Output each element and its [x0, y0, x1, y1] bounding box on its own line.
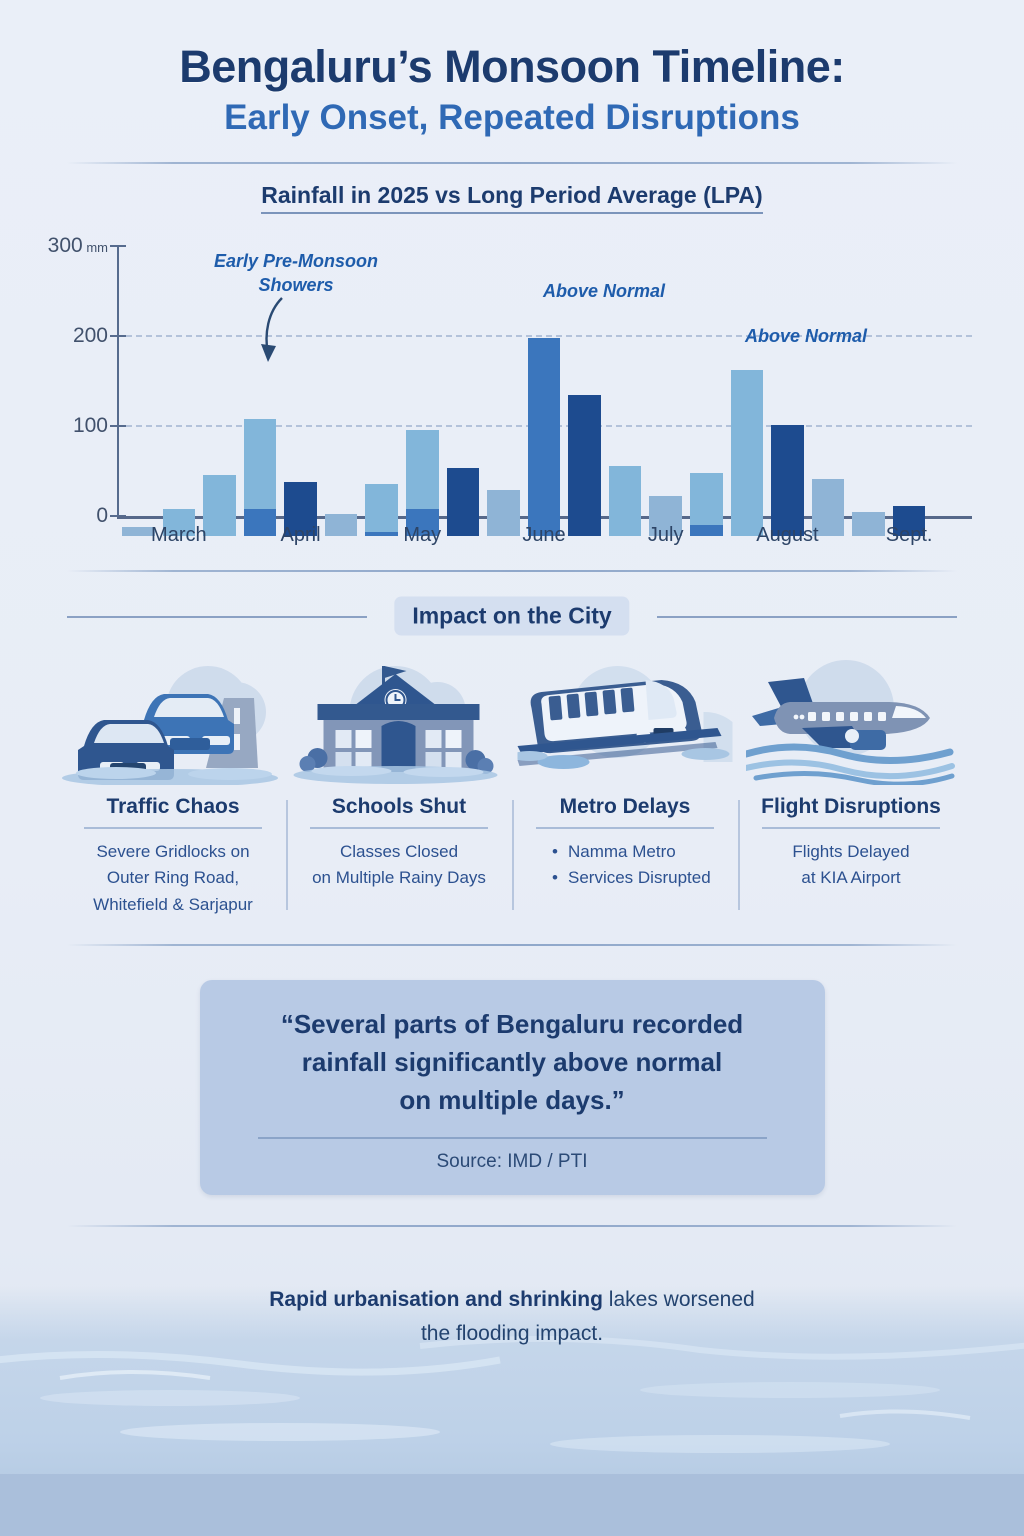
annotation-early-showers: Early Pre-Monsoon Showers [213, 251, 379, 295]
bar-april-0 [243, 419, 277, 537]
impact-body-metro: Namma Metro Services Disrupted [522, 839, 728, 892]
y-tick-label-200: 200 [72, 324, 108, 348]
footer-line2: the flooding impact. [420, 1321, 604, 1345]
x-axis-label-may: May [403, 524, 442, 547]
footer-text: Rapid urbanisation and shrinking lakes w… [0, 1283, 1024, 1350]
bar-segment-lower [690, 525, 723, 537]
water-background [0, 1286, 1024, 1536]
impact-columns: Traffic Chaos Severe Gridlocks on Outer … [0, 650, 1024, 918]
impact-title-schools: Schools Shut [331, 795, 467, 819]
flooded-cars-icon [62, 650, 278, 786]
impact-title-underline [84, 827, 262, 830]
y-tick-label-300: 300 mm [47, 234, 108, 258]
bar-chart: 0 100 200 300 mm March April May June July Augus… [0, 232, 1024, 562]
impact-title-underline [310, 827, 488, 830]
annotation-above-normal-june: Above Normal [542, 281, 666, 302]
bar-july-0 [608, 465, 642, 537]
flooded-school-icon [293, 650, 502, 785]
chart-title-text: Rainfall in 2025 vs Long Period Average … [261, 182, 763, 215]
bottom-band [0, 1474, 1024, 1536]
y-axis-labels: 0 100 200 300 mm [0, 232, 108, 532]
quote-card: “Several parts of Bengaluru recorded rai… [199, 980, 825, 1196]
bar-segment-upper [406, 429, 439, 510]
annotation-arrow-icon [261, 297, 283, 363]
airplane-icon [746, 650, 955, 786]
bar-march-1 [162, 509, 196, 537]
bar-segment-lower [406, 509, 439, 537]
bar-segment-lower [365, 531, 398, 537]
y-tick-label-0: 0 [96, 504, 108, 528]
impact-column-schools: Schools Shut Classes Closed on Multiple … [286, 650, 512, 918]
header-divider [67, 162, 957, 165]
impact-title-flights: Flight Disruptions [761, 795, 941, 819]
x-axis-label-sept: Sept. [885, 524, 933, 547]
bar-july-2 [690, 473, 723, 537]
list-item: Services Disrupted [552, 865, 728, 892]
impact-body-traffic: Severe Gridlocks on Outer Ring Road, Whi… [93, 842, 253, 914]
annotation-above-normal-august: Above Normal [744, 326, 868, 347]
list-item: Namma Metro [552, 839, 728, 866]
impact-column-traffic: Traffic Chaos Severe Gridlocks on Outer … [60, 650, 286, 918]
bar-june-2 [568, 394, 601, 537]
bar-august-2 [811, 479, 845, 537]
bars-layer [118, 246, 970, 537]
footer-rest: lakes worsened [602, 1288, 755, 1311]
bar-april-1 [284, 482, 317, 537]
impact-column-metro: Metro Delays Namma Metro Services Disrup… [512, 650, 738, 918]
bar-sept-1 [892, 505, 926, 537]
impact-heading-line-left [67, 616, 367, 619]
bar-segment-lower [243, 509, 277, 537]
footer-bold: Rapid urbanisation and shrinking [269, 1288, 603, 1311]
impact-title-underline [536, 827, 714, 830]
impact-heading-label: Impact on the City [394, 596, 630, 636]
x-axis-label-june: June [522, 524, 566, 547]
bar-august-0 [730, 369, 764, 537]
gridline-200 [126, 335, 972, 338]
quote-divider [257, 1137, 767, 1140]
y-tick-label-100: 100 [72, 414, 108, 438]
bar-may-0 [365, 483, 398, 537]
bar-august-1 [771, 424, 804, 537]
impact-column-flights: Flight Disruptions Flights Delayed at KI… [738, 650, 964, 918]
x-axis-label-july: July [647, 524, 684, 547]
bar-segment-upper [243, 419, 277, 510]
quote-section: “Several parts of Bengaluru recorded rai… [0, 980, 1024, 1196]
bar-segment-upper [365, 483, 398, 532]
quote-source: Source: IMD / PTI [436, 1151, 588, 1173]
x-axis-label-march: March [151, 524, 207, 547]
chart-bottom-divider [67, 570, 957, 573]
bar-july-1 [649, 495, 682, 537]
bar-may-1 [406, 429, 439, 537]
impact-body-flights: Flights Delayed at KIA Airport [792, 842, 910, 888]
impact-title-underline [762, 827, 940, 830]
impacts-bottom-divider [67, 944, 957, 947]
impact-heading-row: Impact on the City [0, 594, 1024, 638]
impact-body-schools: Classes Closed on Multiple Rainy Days [312, 842, 486, 888]
bar-june-0 [487, 490, 520, 537]
x-axis-label-august: August [756, 524, 819, 547]
impact-title-metro: Metro Delays [559, 795, 691, 819]
bar-april-2 [324, 513, 358, 537]
impact-title-traffic: Traffic Chaos [106, 795, 240, 819]
x-axis-label-april: April [280, 524, 321, 547]
bar-may-2 [446, 467, 480, 537]
bar-sept-0 [852, 511, 885, 537]
page-subtitle: Early Onset, Repeated Disruptions [224, 98, 800, 138]
header: Bengaluru’s Monsoon Timeline: Early Onse… [0, 0, 1024, 165]
y-axis-line [117, 246, 119, 517]
y-axis-unit: mm [82, 240, 108, 256]
metro-train-icon [517, 650, 733, 785]
quote-text: “Several parts of Bengaluru recorded rai… [280, 1009, 744, 1115]
bar-march-2 [203, 474, 236, 537]
bar-june-1 [527, 338, 561, 537]
bar-segment-upper [690, 473, 723, 526]
bar-march-0 [122, 527, 155, 537]
footer-divider [67, 1225, 957, 1228]
chart-section: Rainfall in 2025 vs Long Period Average … [0, 182, 1024, 573]
impact-heading-line-right [657, 616, 957, 619]
chart-title: Rainfall in 2025 vs Long Period Average … [0, 182, 1024, 215]
page-title: Bengaluru’s Monsoon Timeline: [179, 41, 845, 92]
